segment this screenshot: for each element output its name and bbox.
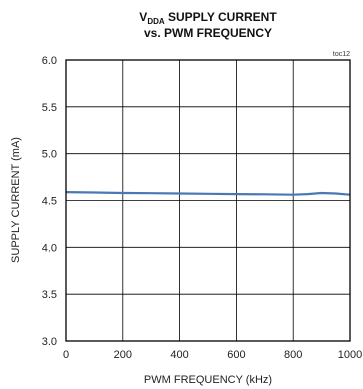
x-tick-label: 400 (170, 349, 188, 361)
title-subscript: DDA (147, 17, 165, 26)
x-axis-label: PWM FREQUENCY (kHz) (144, 374, 272, 386)
x-tick-label: 0 (63, 349, 69, 361)
figure-tag: toc12 (333, 51, 350, 58)
series-group (65, 191, 351, 196)
plot-frame (65, 59, 351, 342)
y-tick-label: 4.0 (42, 242, 57, 254)
chart-title-line2: vs. PWM FREQUENCY (144, 26, 272, 40)
x-tick-label: 600 (227, 349, 245, 361)
y-tick-label: 3.0 (42, 336, 57, 348)
grid (65, 59, 351, 342)
series-line-0 (65, 191, 351, 196)
y-tick-label: 3.5 (42, 289, 57, 301)
x-tick-labels: 0 200 400 600 800 1000 (63, 349, 362, 361)
x-tick-label: 200 (114, 349, 132, 361)
y-tick-label: 5.0 (42, 149, 57, 161)
y-tick-label: 4.5 (42, 196, 57, 208)
y-axis-label: SUPPLY CURRENT (mA) (10, 137, 22, 263)
x-tick-label: 1000 (338, 349, 362, 361)
x-tick-label: 800 (284, 349, 302, 361)
y-tick-labels: 3.0 3.5 4.0 4.5 5.0 5.5 6.0 (42, 55, 57, 348)
title-main: V (139, 10, 147, 24)
y-tick-label: 6.0 (42, 55, 57, 67)
y-tick-label: 5.5 (42, 102, 57, 114)
chart-title-line1: VDDA SUPPLY CURRENT (139, 10, 277, 26)
title-rest: SUPPLY CURRENT (165, 10, 278, 24)
